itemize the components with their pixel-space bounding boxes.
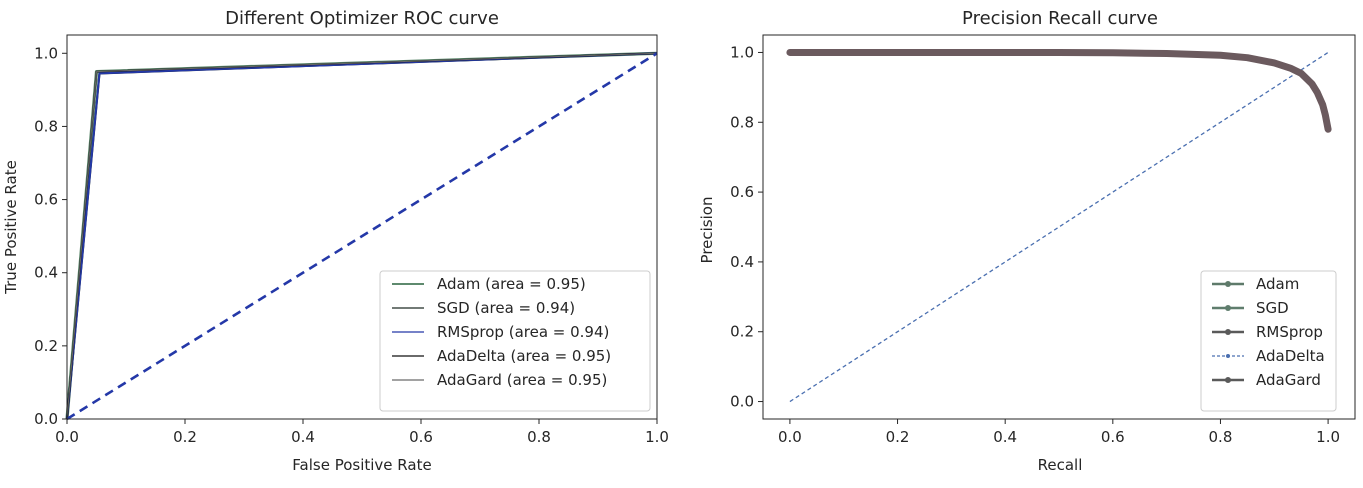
- pr-diagonal-reference-line: [789, 51, 1329, 403]
- pr-x-ticks: 0.0 0.2 0.4 0.6 0.8 1.0: [778, 419, 1340, 446]
- roc-legend-label: RMSprop (area = 0.94): [437, 323, 609, 341]
- roc-legend-label: Adam (area = 0.95): [437, 275, 586, 293]
- pr-legend-marker: [1225, 377, 1231, 383]
- pr-curve-line: [786, 48, 1332, 133]
- pr-legend-marker: [1225, 305, 1231, 311]
- pr-x-tick-label: 0.0: [778, 428, 802, 446]
- roc-x-tick-label: 0.6: [409, 428, 433, 446]
- roc-y-axis-label: True Positive Rate: [2, 160, 20, 295]
- roc-legend-items: Adam (area = 0.95) SGD (area = 0.94) RMSpr…: [392, 275, 611, 389]
- pr-y-ticks: 0.0 0.2 0.4 0.6 0.8 1.0: [730, 43, 763, 411]
- pr-legend-box: [1200, 270, 1337, 412]
- roc-legend-label: AdaGard (area = 0.95): [437, 371, 607, 389]
- roc-y-tick-label: 1.0: [34, 44, 58, 62]
- pr-x-axis-label: Recall: [1038, 456, 1083, 474]
- roc-y-tick-label: 0.0: [34, 410, 58, 428]
- roc-x-tick-label: 0.0: [55, 428, 79, 446]
- pr-title: Precision Recall curve: [962, 8, 1158, 29]
- pr-legend-label: AdaGard: [1256, 371, 1321, 389]
- pr-x-tick-label: 0.2: [886, 428, 910, 446]
- roc-x-tick-label: 1.0: [645, 428, 669, 446]
- roc-curves: [65, 51, 658, 421]
- pr-y-axis-label: Precision: [698, 197, 716, 264]
- pr-x-tick-label: 0.4: [993, 428, 1017, 446]
- roc-y-tick-label: 0.8: [34, 117, 58, 135]
- pr-curves: [786, 48, 1332, 403]
- pr-y-tick-label: 0.4: [730, 253, 754, 271]
- roc-x-ticks: 0.0 0.2 0.4 0.6 0.8 1.0: [55, 419, 669, 446]
- pr-legend-marker: [1225, 281, 1231, 287]
- pr-x-tick-label: 0.6: [1101, 428, 1125, 446]
- roc-legend-box: [379, 270, 651, 412]
- pr-y-tick-label: 0.8: [730, 113, 754, 131]
- pr-axes-frame: [762, 34, 1356, 420]
- roc-y-ticks: 0.0 0.2 0.4 0.6 0.8 1.0: [34, 44, 67, 428]
- roc-x-tick-label: 0.8: [527, 428, 551, 446]
- pr-legend-items: Adam SGD RMSprop AdaDelta AdaGard: [1212, 275, 1325, 389]
- roc-y-tick-label: 0.6: [34, 191, 58, 209]
- roc-x-tick-label: 0.4: [291, 428, 315, 446]
- roc-axes-frame: [66, 34, 658, 420]
- roc-legend-label: SGD (area = 0.94): [437, 299, 575, 317]
- roc-legend: Adam (area = 0.95) SGD (area = 0.94) RMSpr…: [379, 270, 651, 412]
- roc-title: Different Optimizer ROC curve: [225, 8, 499, 29]
- pr-legend-label: Adam: [1256, 275, 1299, 293]
- pr-legend-label: SGD: [1256, 299, 1289, 317]
- roc-chart: Different Optimizer ROC curve 0.0 0.2 0.4 0…: [2, 8, 669, 474]
- pr-x-tick-label: 0.8: [1209, 428, 1233, 446]
- pr-chart: Precision Recall curve 0.0 0.2 0.4 0.6 0.8 1.…: [698, 8, 1356, 474]
- pr-y-tick-label: 0.2: [730, 323, 754, 341]
- pr-legend-marker: [1225, 329, 1231, 335]
- pr-y-tick-label: 1.0: [730, 43, 754, 61]
- pr-x-tick-label: 1.0: [1316, 428, 1340, 446]
- roc-y-tick-label: 0.4: [34, 264, 58, 282]
- pr-legend-label: AdaDelta: [1256, 347, 1325, 365]
- roc-legend-label: AdaDelta (area = 0.95): [437, 347, 611, 365]
- pr-legend-label: RMSprop: [1256, 323, 1323, 341]
- pr-legend-marker: [1226, 354, 1230, 358]
- roc-x-axis-label: False Positive Rate: [292, 456, 431, 474]
- roc-diagonal-reference-line: [66, 52, 658, 421]
- pr-legend: Adam SGD RMSprop AdaDelta AdaGard: [1200, 270, 1337, 412]
- roc-series-line: [66, 52, 658, 420]
- pr-y-tick-label: 0.6: [730, 183, 754, 201]
- pr-y-tick-label: 0.0: [730, 393, 754, 411]
- roc-x-tick-label: 0.2: [173, 428, 197, 446]
- roc-y-tick-label: 0.2: [34, 337, 58, 355]
